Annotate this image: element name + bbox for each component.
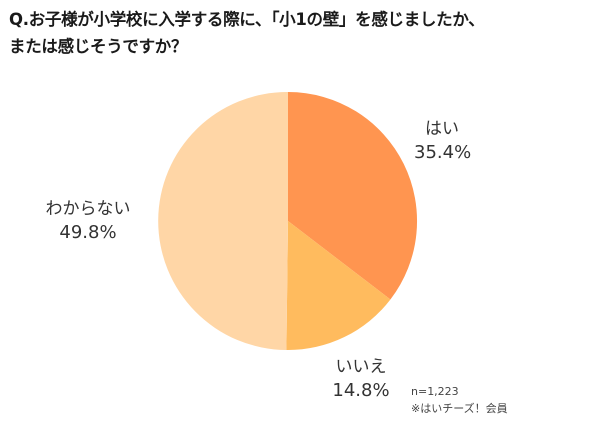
pie-slice-no (286, 221, 391, 351)
label-yes-name: はい (425, 119, 459, 139)
title-line-2: または感じそうですか？ (9, 37, 188, 56)
label-no-name: いいえ (335, 357, 387, 377)
title-line-1: Q.お子様が小学校に入学する際に、「小1の壁」を感じましたか、 (9, 10, 485, 29)
label-unknown-name: わからない (45, 199, 131, 219)
pie-slice-yes (288, 92, 418, 300)
chart-footnote: n=1,223 ※はいチーズ！会員 (411, 383, 508, 417)
sample-size: n=1,223 (411, 385, 459, 398)
label-yes-pct: 35.4% (414, 142, 472, 163)
pie-slice-unknown (158, 91, 288, 350)
label-unknown: わからない 49.8% (38, 197, 138, 245)
label-no: いいえ 14.8% (328, 355, 394, 403)
label-no-pct: 14.8% (332, 380, 390, 401)
chart-title: Q.お子様が小学校に入学する際に、「小1の壁」を感じましたか、 または感じそうで… (9, 6, 599, 60)
label-yes: はい 35.4% (414, 117, 472, 165)
source-note: ※はいチーズ！会員 (411, 402, 508, 415)
label-unknown-pct: 49.8% (59, 222, 117, 243)
